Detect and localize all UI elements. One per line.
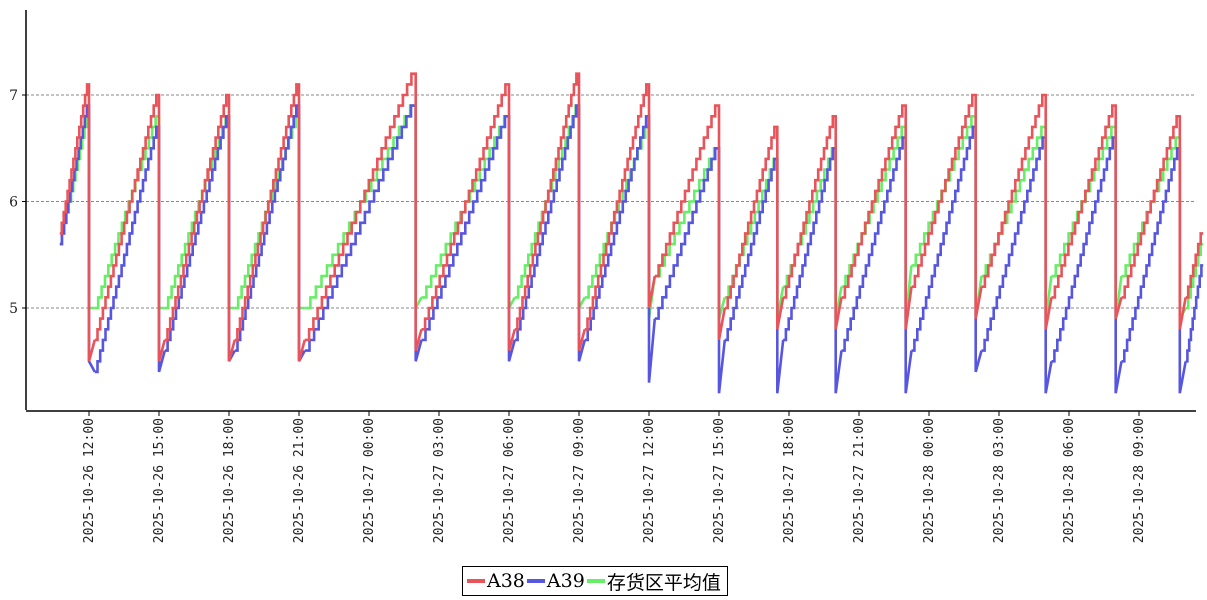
legend-swatch-a39 (526, 579, 545, 583)
legend-item-average: 存货区平均值 (586, 568, 721, 595)
x-tick-label-12: 2025-10-28 00:00 (922, 418, 937, 543)
legend: A38 A39 存货区平均值 (462, 566, 728, 596)
line-A39-cycle-8 (654, 147, 727, 394)
x-tick-label-4: 2025-10-27 00:00 (362, 418, 377, 543)
x-tick-label-5: 2025-10-27 03:00 (432, 418, 447, 543)
line-存货区平均值-cycle-13 (981, 125, 1053, 319)
x-tick-label-9: 2025-10-27 15:00 (712, 418, 727, 543)
y-tick-label-7: 7 (9, 88, 18, 104)
legend-label-average: 存货区平均值 (606, 571, 721, 594)
x-tick-label-0: 2025-10-26 12:00 (82, 418, 97, 543)
line-A38-cycle-1 (94, 93, 167, 362)
line-A38-cycle-0 (59, 83, 97, 362)
line-A38-cycle-12 (911, 93, 983, 319)
legend-item-a39: A39 (526, 570, 585, 592)
legend-swatch-average (586, 579, 605, 583)
line-A38-cycle-14 (1051, 104, 1123, 319)
x-tick-label-10: 2025-10-27 18:00 (782, 418, 797, 543)
line-A38-cycle-8 (654, 104, 727, 341)
line-A39-cycle-9 (724, 157, 785, 394)
grid (26, 94, 1196, 309)
line-A39-cycle-1 (94, 125, 167, 374)
line-A38-cycle-2 (164, 93, 237, 362)
line-A38-cycle-7 (584, 83, 657, 331)
line-A38-cycle-13 (981, 93, 1053, 330)
x-tick-label-15: 2025-10-28 09:00 (1132, 418, 1147, 543)
line-A39-cycle-5 (421, 115, 517, 362)
line-A38-cycle-9 (724, 125, 785, 330)
line-A38-cycle-15 (1121, 115, 1187, 330)
line-A39-cycle-15 (1121, 147, 1187, 394)
line-A39-cycle-10 (783, 147, 843, 394)
x-tick-label-7: 2025-10-27 09:00 (572, 418, 587, 543)
line-存货区平均值-cycle-15 (1121, 136, 1187, 324)
x-tick-label-2: 2025-10-26 18:00 (222, 418, 237, 543)
legend-label-a39: A39 (546, 570, 585, 592)
x-tick-label-11: 2025-10-27 21:00 (852, 418, 867, 543)
line-A39-cycle-13 (981, 136, 1053, 394)
line-A38-cycle-5 (421, 83, 517, 351)
line-A38-cycle-16 (1185, 232, 1204, 299)
line-A38-cycle-10 (783, 115, 843, 330)
y-tick-label-5: 5 (9, 301, 18, 317)
x-tick-label-1: 2025-10-26 15:00 (152, 418, 167, 543)
line-A38-cycle-3 (234, 83, 307, 362)
x-tick-label-8: 2025-10-27 12:00 (642, 418, 657, 543)
line-存货区平均值-cycle-11 (841, 125, 913, 319)
line-A39-cycle-14 (1051, 136, 1123, 394)
legend-swatch-a38 (467, 579, 485, 583)
line-A39-cycle-2 (164, 115, 236, 362)
legend-label-a38: A38 (487, 570, 525, 592)
line-存货区平均值-cycle-4 (304, 104, 423, 310)
line-A39-cycle-4 (304, 104, 423, 362)
line-A38-cycle-4 (304, 72, 423, 351)
line-A39-cycle-0 (59, 104, 96, 373)
line-A39-cycle-16 (1185, 264, 1204, 363)
y-ticks: 5 6 7 (9, 88, 26, 317)
y-tick-label-6: 6 (9, 195, 18, 211)
line-A39-cycle-6 (514, 104, 587, 362)
series-group (59, 72, 1204, 394)
x-tick-label-13: 2025-10-28 03:00 (992, 418, 1007, 543)
x-tick-label-14: 2025-10-28 06:00 (1062, 418, 1077, 543)
line-A38-cycle-6 (514, 72, 587, 351)
line-A39-cycle-7 (584, 115, 657, 383)
x-ticks: 2025-10-26 12:00 2025-10-26 15:00 2025-10-… (82, 411, 1147, 543)
x-tick-label-3: 2025-10-26 21:00 (292, 418, 307, 543)
line-A38-cycle-11 (841, 104, 913, 330)
legend-item-a38: A38 (467, 570, 525, 592)
series-A38 (59, 72, 1204, 362)
line-A39-cycle-11 (841, 136, 913, 394)
line-A39-cycle-12 (911, 125, 983, 373)
line-A39-cycle-3 (234, 104, 306, 362)
x-tick-label-6: 2025-10-27 06:00 (502, 418, 517, 543)
